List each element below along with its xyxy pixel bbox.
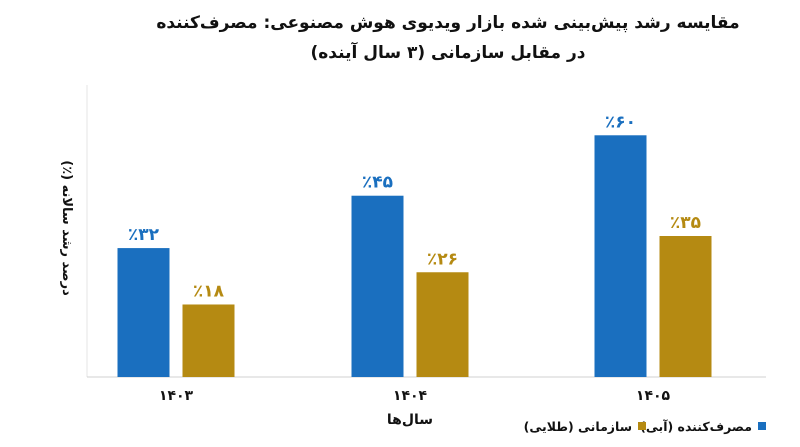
bars-group [117,135,712,377]
bar-consumer-2 [594,135,647,377]
bar-enterprise-1 [416,272,469,377]
chart-subtitle: در مقابل سازمانی (۳ سال آینده) [311,41,586,63]
x-tick-label-0: ۱۴۰۳ [159,388,194,404]
legend-label-consumer: مصرف‌کننده (آبی) [640,419,752,434]
bar-consumer-1 [351,195,404,377]
data-label-enterprise-2: ٪۳۵ [670,213,701,233]
x-tick-label-1: ۱۴۰۴ [393,388,428,404]
x-tick-label-2: ۱۴۰۵ [636,388,671,404]
legend-label-enterprise: سازمانی (طلایی) [524,419,632,434]
legend: مصرف‌کننده (آبی) سازمانی (طلایی) [524,419,766,434]
legend-swatch-consumer [758,422,766,430]
data-labels-group: ٪۳۲ ٪۱۸ ٪۴۵ ٪۲۶ ٪۶۰ ٪۳۵ [128,112,701,301]
y-axis-label: درصد رشد سالانه (٪) [59,160,74,296]
bar-consumer-0 [117,248,170,377]
bar-enterprise-2 [659,236,712,377]
bar-enterprise-0 [182,304,235,377]
data-label-consumer-1: ٪۴۵ [362,173,393,193]
data-label-consumer-0: ٪۳۲ [128,225,160,245]
x-axis-label: سال‌ها [387,412,433,428]
data-label-enterprise-1: ٪۲۶ [427,249,458,269]
chart-title: مقایسه رشد پیش‌بینی شده بازار ویدیوی هوش… [156,13,739,33]
legend-swatch-enterprise [638,422,646,430]
data-label-consumer-2: ٪۶۰ [605,112,636,132]
x-tick-labels-group: ۱۴۰۳ ۱۴۰۴ ۱۴۰۵ [159,388,671,404]
data-label-enterprise-0: ٪۱۸ [193,281,225,301]
